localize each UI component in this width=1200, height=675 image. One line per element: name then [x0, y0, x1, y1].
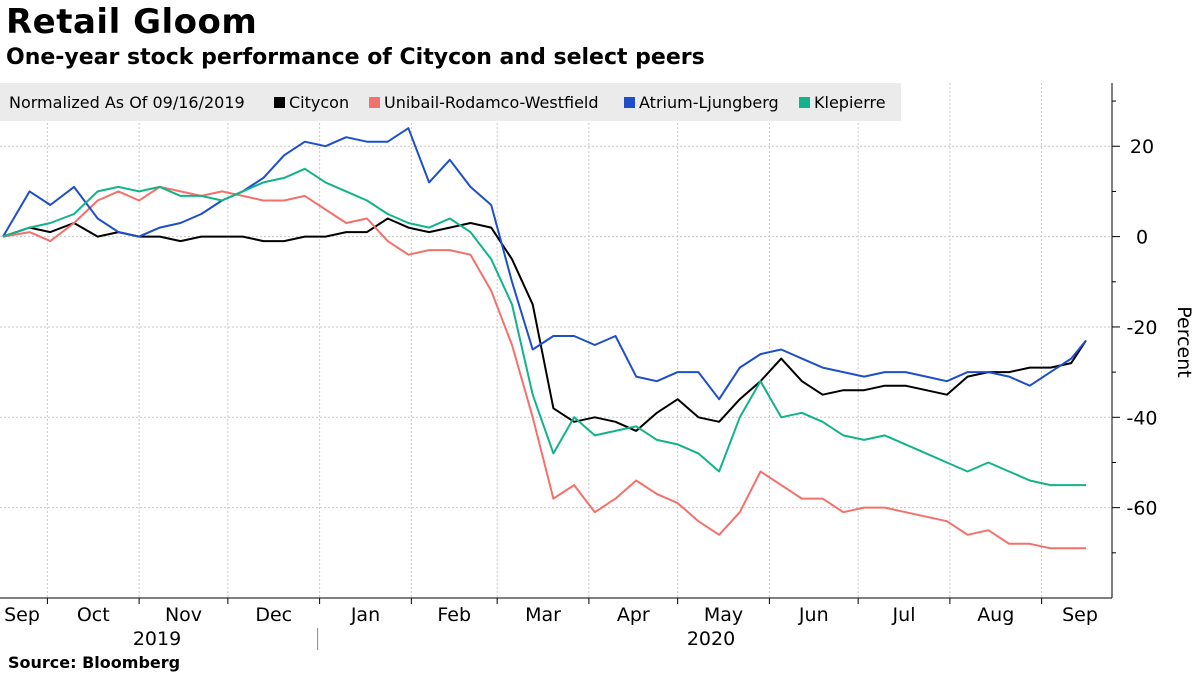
- legend-label: Atrium-Ljungberg: [639, 93, 779, 112]
- series-lines: [2, 127, 1087, 550]
- chart-subtitle: One-year stock performance of Citycon an…: [6, 45, 705, 70]
- x-tick-label: Dec: [255, 604, 292, 626]
- x-tick-label: Feb: [437, 604, 471, 626]
- legend-label: Citycon: [289, 93, 349, 112]
- x-year-label: 2020: [687, 628, 735, 650]
- y-axis: 20 0 -20 -40 -60: [1111, 83, 1158, 598]
- legend-normalized-label: Normalized As Of 09/16/2019: [9, 93, 245, 112]
- y-tick-label: -20: [1126, 317, 1157, 339]
- x-tick-label: Mar: [525, 604, 561, 626]
- series-line-atrium-ljungberg: [2, 127, 1087, 401]
- x-year-label: 2019: [133, 628, 181, 650]
- legend-label: Unibail-Rodamco-Westfield: [384, 93, 599, 112]
- y-tick-label: 20: [1130, 136, 1154, 158]
- x-axis: Sep Oct Nov Dec Jan Feb Mar Apr May Jun Jul Aug Sep 2…: [0, 597, 1112, 650]
- legend: Normalized As Of 09/16/2019 Citycon Unibai…: [9, 93, 886, 112]
- legend-swatch: [274, 97, 285, 108]
- legend-background: [0, 83, 901, 121]
- x-tick-label: Aug: [977, 604, 1014, 626]
- x-tick-label: Jun: [798, 604, 829, 626]
- x-tick-label: Oct: [77, 604, 110, 626]
- legend-swatch: [799, 97, 810, 108]
- gridlines: [0, 83, 1112, 598]
- legend-swatch: [624, 97, 635, 108]
- series-line-unibail-rodamco-westfield: [2, 185, 1086, 550]
- y-axis-label: Percent: [1173, 306, 1195, 378]
- legend-swatch: [369, 97, 380, 108]
- x-tick-label: Sep: [1062, 604, 1098, 626]
- x-tick-label: May: [704, 604, 743, 626]
- series-line-citycon: [2, 217, 1087, 432]
- x-tick-label: Jul: [892, 604, 916, 626]
- source-note: Source: Bloomberg: [8, 653, 181, 672]
- y-tick-label: 0: [1136, 227, 1148, 249]
- x-tick-label: Jan: [350, 604, 380, 626]
- x-tick-label: Sep: [4, 604, 40, 626]
- x-tick-label: Apr: [617, 604, 650, 626]
- series-line-klepierre: [2, 167, 1086, 487]
- x-tick-label: Nov: [165, 604, 202, 626]
- chart-title: Retail Gloom: [6, 2, 258, 42]
- y-tick-label: -60: [1126, 498, 1157, 520]
- legend-label: Klepierre: [814, 93, 886, 112]
- y-tick-label: -40: [1126, 407, 1157, 429]
